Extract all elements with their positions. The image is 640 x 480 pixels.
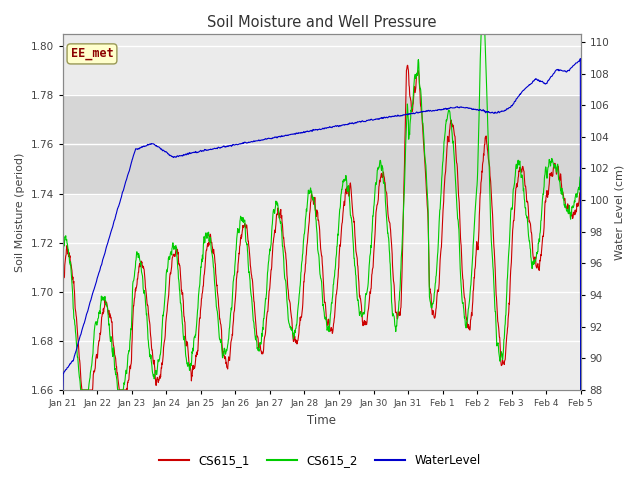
CS615_1 [544, 194, 552, 200]
WaterLevel [416, 109, 424, 115]
CS615_2 [293, 320, 301, 325]
CS615_1 [68, 276, 76, 282]
CS615_1 [152, 377, 159, 383]
WaterLevel [152, 143, 159, 148]
Line: CS615_2: CS615_2 [63, 0, 580, 390]
Line: CS615_1: CS615_1 [63, 65, 580, 390]
Legend: CS615_1, CS615_2, WaterLevel: CS615_1, CS615_2, WaterLevel [155, 449, 485, 472]
Title: Soil Moisture and Well Pressure: Soil Moisture and Well Pressure [207, 15, 436, 30]
CS615_1 [404, 62, 412, 68]
WaterLevel [59, 387, 67, 393]
CS615_1 [416, 90, 424, 96]
WaterLevel [543, 79, 551, 85]
Y-axis label: Soil Moisture (period): Soil Moisture (period) [15, 152, 25, 272]
WaterLevel [68, 358, 76, 364]
Line: WaterLevel: WaterLevel [63, 59, 580, 390]
CS615_2 [59, 387, 67, 393]
CS615_2 [68, 289, 76, 295]
WaterLevel [324, 125, 332, 131]
CS615_2 [544, 168, 552, 174]
CS615_2 [577, 387, 584, 393]
CS615_1 [577, 387, 584, 393]
Y-axis label: Water Level (cm): Water Level (cm) [615, 164, 625, 260]
X-axis label: Time: Time [307, 414, 336, 427]
CS615_2 [152, 368, 159, 374]
CS615_1 [59, 387, 67, 393]
CS615_2 [416, 84, 424, 89]
CS615_2 [478, 0, 486, 2]
Text: EE_met: EE_met [70, 48, 113, 60]
WaterLevel [293, 131, 301, 136]
CS615_1 [293, 341, 301, 347]
CS615_1 [324, 323, 332, 328]
CS615_2 [324, 325, 332, 331]
Bar [63, 96, 580, 193]
WaterLevel [577, 387, 584, 393]
WaterLevel [577, 56, 584, 61]
